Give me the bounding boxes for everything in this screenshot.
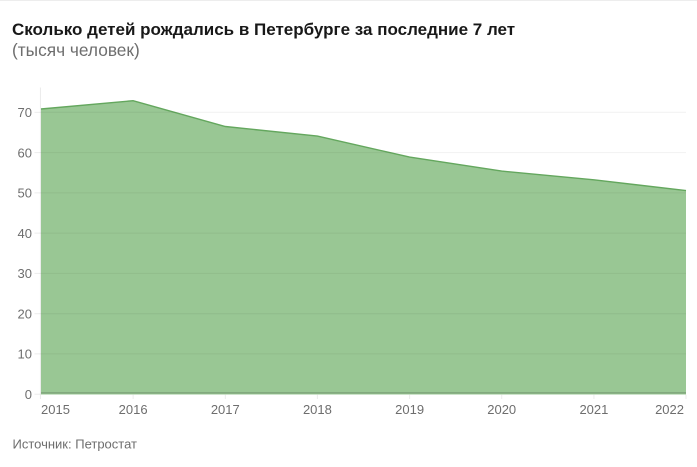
svg-text:2019: 2019 xyxy=(395,402,424,417)
svg-text:2018: 2018 xyxy=(303,402,332,417)
svg-text:20: 20 xyxy=(18,306,32,321)
svg-text:2020: 2020 xyxy=(487,402,516,417)
svg-text:60: 60 xyxy=(18,145,32,160)
svg-text:10: 10 xyxy=(18,347,32,362)
svg-text:40: 40 xyxy=(18,226,32,241)
svg-text:2022: 2022 xyxy=(655,402,684,417)
svg-text:70: 70 xyxy=(18,105,32,120)
svg-text:50: 50 xyxy=(18,186,32,201)
svg-text:2016: 2016 xyxy=(119,402,148,417)
svg-text:2017: 2017 xyxy=(211,402,240,417)
svg-text:Источник: Петростат: Источник: Петростат xyxy=(13,437,138,452)
svg-text:2021: 2021 xyxy=(579,402,608,417)
svg-text:30: 30 xyxy=(18,266,32,281)
svg-text:2015: 2015 xyxy=(41,402,70,417)
svg-text:0: 0 xyxy=(25,387,32,402)
